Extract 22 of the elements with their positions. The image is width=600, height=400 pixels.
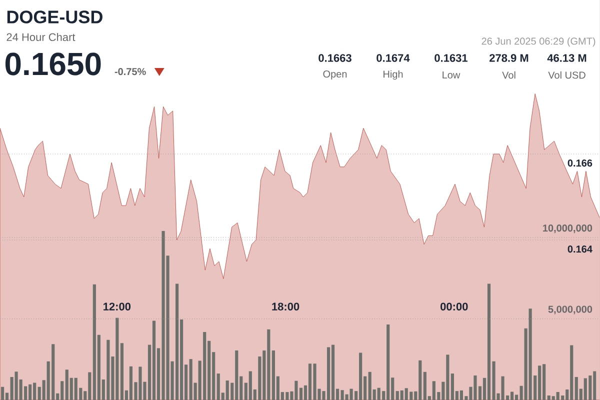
- annotation: -0.75%: [114, 68, 146, 76]
- y-tick-label: 0.164: [568, 246, 592, 253]
- y2-tick-label: 10,000,000: [543, 224, 592, 234]
- annotation: 0.1650: [5, 52, 101, 76]
- annotation: 46.13 M: [547, 54, 586, 62]
- annotation: Low: [442, 72, 460, 78]
- y-tick-label: 0.166: [568, 160, 592, 167]
- annotation: High: [384, 70, 403, 80]
- text: 24 Hour Chart: [6, 32, 76, 42]
- annotation: 0.1674: [376, 54, 410, 62]
- annotation: Vol USD: [548, 71, 586, 79]
- x-tick-label: 00:00: [440, 302, 468, 310]
- annotation: 26 Jun 2025 06:29 (GMT): [482, 37, 596, 47]
- x-tick-label: 12:00: [104, 302, 131, 310]
- y2-tick-label: 5,000,000: [548, 306, 592, 314]
- annotation: 278.9 M: [490, 54, 528, 62]
- x-tick-label: 18:00: [272, 302, 300, 310]
- chart-title: DOGE-USD: [7, 10, 102, 24]
- annotation: 0.1663: [318, 54, 352, 62]
- annotation: Vol: [502, 71, 516, 79]
- annotation: 0.1631: [434, 54, 468, 62]
- annotation: Open: [323, 70, 347, 80]
